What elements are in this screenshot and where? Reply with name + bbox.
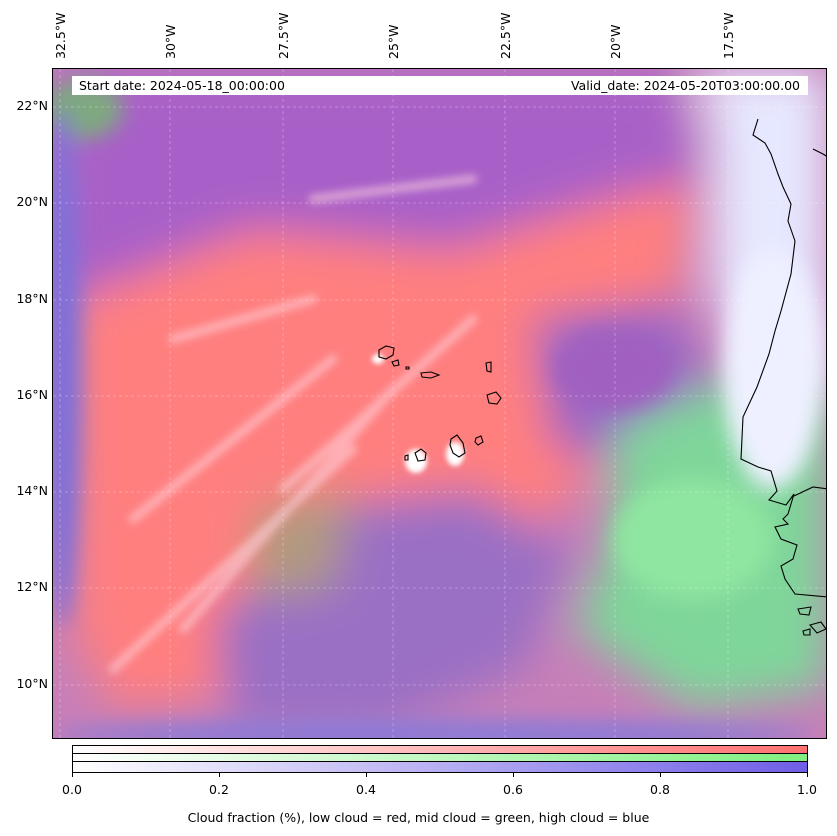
bijagos-island-2 [809,621,826,634]
colorbar [72,745,808,773]
coastline-north-fragment [812,148,826,157]
lat-label-14n: 14°N [16,483,48,498]
island-boa-vista [486,391,502,405]
map-canvas [53,69,826,738]
cbar-tick-label: 0.0 [62,782,82,797]
lat-label-12n: 12°N [16,579,48,594]
lon-label-20w: 20°W [608,24,623,59]
lon-label-27-5w: 27.5°W [276,12,291,59]
graticule [53,69,826,738]
lon-label-32-5w: 32.5°W [53,12,68,59]
cloud-fraction-map [52,68,827,739]
island-brava [404,454,409,461]
island-santo-antao [378,345,395,360]
lat-label-18n: 18°N [16,291,48,306]
cape-verde-islands [378,345,502,462]
clear-coastal [723,249,823,489]
cbar-tick-mark [219,773,220,777]
high-cloud-west-edge [53,109,81,629]
valid-date: Valid_date: 2024-05-20T03:00:00.00 [570,78,800,93]
colorbar-mid-cloud [73,754,807,762]
island-santiago [449,434,466,458]
island-sal [485,361,492,373]
african-coastline [740,118,826,636]
cbar-tick-label: 0.4 [356,782,376,797]
cbar-tick-mark [366,773,367,777]
high-cloud-core [553,329,673,409]
cbar-tick-label: 1.0 [797,782,817,797]
lat-label-20n: 20°N [16,194,48,209]
lon-label-22-5w: 22.5°W [498,12,513,59]
start-date: Start date: 2024-05-18_00:00:00 [79,78,285,93]
island-fogo [414,448,427,462]
coastline-main [740,118,826,598]
island-sao-nicolau [420,371,441,379]
bijagos-island-1 [797,606,812,616]
lat-label-22n: 22°N [16,98,48,113]
cbar-tick-label: 0.6 [503,782,523,797]
lat-label-16n: 16°N [16,387,48,402]
island-santa-luzia [405,366,410,370]
island-sao-vicente [391,359,400,367]
colorbar-high-cloud [73,762,807,772]
colorbar-low-cloud [73,746,807,754]
lon-label-30w: 30°W [163,24,178,59]
cbar-tick-mark [660,773,661,777]
lon-label-25w: 25°W [386,24,401,59]
cbar-tick-mark [807,773,808,777]
cbar-tick-mark [513,773,514,777]
cbar-tick-mark [72,773,73,777]
gambia-coast [793,486,826,497]
lat-label-10n: 10°N [16,676,48,691]
cbar-tick-label: 0.2 [209,782,229,797]
lon-label-17-5w: 17.5°W [721,12,736,59]
cbar-tick-label: 0.8 [650,782,670,797]
date-info-bar: Start date: 2024-05-18_00:00:00 Valid_da… [72,76,808,95]
bijagos-island-3 [802,628,811,636]
cloud-streaks [108,174,478,674]
high-cloud-south-edge [53,720,813,738]
island-maio [474,435,484,446]
mid-cloud-core [613,479,773,599]
colorbar-label: Cloud fraction (%), low cloud = red, mid… [187,810,650,825]
